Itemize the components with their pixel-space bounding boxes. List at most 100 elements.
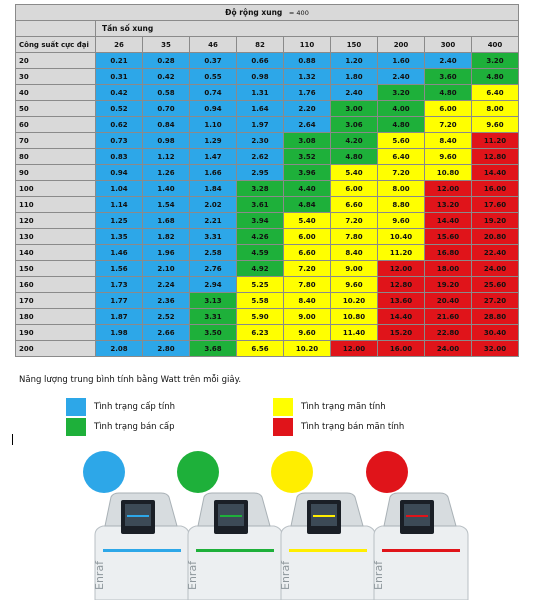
table-row: 30 0.31 0.42 0.55 0.98 1.32 1.80 2.40 3.60 4.80 <box>15 68 519 85</box>
energy-cell: 1.46 <box>95 244 143 261</box>
frequency-header: 400 <box>471 36 519 53</box>
energy-cell: 6.00 <box>424 100 472 117</box>
frequency-header: 26 <box>95 36 143 53</box>
energy-cell: 2.10 <box>142 260 190 277</box>
energy-cell: 12.00 <box>330 340 378 357</box>
legend-label: Tình trạng bán cấp <box>94 422 175 432</box>
legend-label: Tình trạng bán mãn tính <box>301 422 405 432</box>
power-value: 190 <box>15 324 96 341</box>
energy-cell: 7.80 <box>283 276 331 293</box>
legend-item-subchronic: Tình trạng bán mãn tính <box>273 418 404 436</box>
energy-cell: 0.84 <box>142 116 190 133</box>
energy-cell: 0.21 <box>95 52 143 69</box>
energy-cell: 1.40 <box>142 180 190 197</box>
legend-item-chronic: Tình trạng mãn tính <box>273 398 386 416</box>
energy-cell: 7.20 <box>424 116 472 133</box>
energy-cell: 4.80 <box>330 148 378 165</box>
frequency-header: 150 <box>330 36 378 53</box>
brand-label: Enraf <box>93 560 106 590</box>
energy-cell: 6.60 <box>283 244 331 261</box>
energy-cell: 14.40 <box>471 164 519 181</box>
energy-cell: 1.25 <box>95 212 143 229</box>
energy-cell: 4.80 <box>377 116 425 133</box>
energy-cell: 8.00 <box>471 100 519 117</box>
energy-cell: 3.28 <box>236 180 284 197</box>
energy-cell: 1.87 <box>95 308 143 325</box>
energy-cell: 3.20 <box>471 52 519 69</box>
legend-label: Tình trạng cấp tính <box>94 402 175 412</box>
energy-cell: 2.62 <box>236 148 284 165</box>
table-row: 170 1.77 2.36 3.13 5.58 8.40 10.20 13.60 20.40 27… <box>15 292 519 309</box>
table-footnote: Năng lượng trung bình tính bằng Watt trê… <box>19 375 242 385</box>
power-value: 130 <box>15 228 96 245</box>
table-row: 110 1.14 1.54 2.02 3.61 4.84 6.60 8.80 13.20 17.6… <box>15 196 519 213</box>
energy-cell: 1.77 <box>95 292 143 309</box>
energy-cell: 1.20 <box>330 52 378 69</box>
energy-cell: 19.20 <box>424 276 472 293</box>
device-unit-green: Enraf <box>186 492 283 600</box>
energy-cell: 1.73 <box>95 276 143 293</box>
energy-cell: 21.60 <box>424 308 472 325</box>
energy-cell: 15.20 <box>377 324 425 341</box>
brand-label: Enraf <box>372 560 385 590</box>
energy-cell: 1.47 <box>189 148 237 165</box>
energy-cell: 8.40 <box>424 132 472 149</box>
energy-cell: 3.68 <box>189 340 237 357</box>
power-value: 30 <box>15 68 96 85</box>
energy-cell: 5.25 <box>236 276 284 293</box>
energy-cell: 16.80 <box>424 244 472 261</box>
energy-cell: 0.28 <box>142 52 190 69</box>
power-value: 110 <box>15 196 96 213</box>
energy-cell: 4.92 <box>236 260 284 277</box>
energy-cell: 9.60 <box>283 324 331 341</box>
energy-cell: 3.60 <box>424 68 472 85</box>
energy-cell: 14.40 <box>424 212 472 229</box>
energy-cell: 1.68 <box>142 212 190 229</box>
energy-cell: 1.80 <box>330 68 378 85</box>
energy-cell: 12.00 <box>377 260 425 277</box>
energy-cell: 1.04 <box>95 180 143 197</box>
energy-cell: 3.96 <box>283 164 331 181</box>
frequency-header: 110 <box>283 36 331 53</box>
energy-cell: 20.80 <box>471 228 519 245</box>
legend-swatch <box>66 418 86 436</box>
energy-cell: 5.60 <box>377 132 425 149</box>
energy-cell: 9.60 <box>330 276 378 293</box>
table-row: 50 0.52 0.70 0.94 1.64 2.20 3.00 4.00 6.00 8.00 <box>15 100 519 117</box>
table-row: 200 2.08 2.80 3.68 6.56 10.20 12.00 16.00 24.00 3… <box>15 340 519 357</box>
energy-cell: 3.13 <box>189 292 237 309</box>
table-row: 60 0.62 0.84 1.10 1.97 2.64 3.06 4.80 7.20 9.60 <box>15 116 519 133</box>
legend-swatch <box>273 398 293 416</box>
table-row: 70 0.73 0.98 1.29 2.30 3.08 4.20 5.60 8.40 11.20 <box>15 132 519 149</box>
table-row: 140 1.46 1.96 2.58 4.59 6.60 8.40 11.20 16.80 22.… <box>15 244 519 261</box>
energy-cell: 0.58 <box>142 84 190 101</box>
energy-cell: 3.08 <box>283 132 331 149</box>
table-row: 20 0.21 0.28 0.37 0.66 0.88 1.20 1.60 2.40 3.20 <box>15 52 519 69</box>
power-value: 180 <box>15 308 96 325</box>
energy-cell: 3.06 <box>330 116 378 133</box>
energy-cell: 0.62 <box>95 116 143 133</box>
energy-cell: 1.35 <box>95 228 143 245</box>
energy-cell: 25.60 <box>471 276 519 293</box>
energy-cell: 2.36 <box>142 292 190 309</box>
table-row: 180 1.87 2.52 3.31 5.90 9.00 10.80 14.40 21.60 28… <box>15 308 519 325</box>
energy-cell: 10.80 <box>330 308 378 325</box>
energy-cell: 1.84 <box>189 180 237 197</box>
energy-cell: 1.64 <box>236 100 284 117</box>
power-value: 80 <box>15 148 96 165</box>
energy-cell: 13.60 <box>377 292 425 309</box>
energy-cell: 12.80 <box>471 148 519 165</box>
energy-cell: 1.26 <box>142 164 190 181</box>
power-value: 40 <box>15 84 96 101</box>
frequency-header: 200 <box>377 36 425 53</box>
energy-cell: 4.40 <box>283 180 331 197</box>
table-row: 120 1.25 1.68 2.21 3.94 5.40 7.20 9.60 14.40 19.2… <box>15 212 519 229</box>
energy-cell: 2.08 <box>95 340 143 357</box>
energy-cell: 4.20 <box>330 132 378 149</box>
energy-cell: 2.24 <box>142 276 190 293</box>
energy-cell: 4.59 <box>236 244 284 261</box>
energy-cell: 2.40 <box>330 84 378 101</box>
energy-cell: 0.88 <box>283 52 331 69</box>
energy-cell: 8.40 <box>330 244 378 261</box>
energy-cell: 0.31 <box>95 68 143 85</box>
